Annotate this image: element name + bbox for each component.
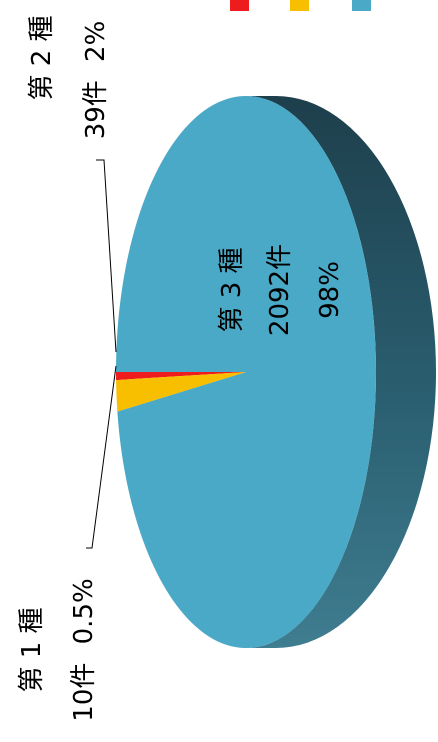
label-type-3-category: 第 3 種 (217, 247, 247, 332)
pie-slice-type-1 (116, 372, 246, 381)
label-type-1-count: 10件 (69, 663, 99, 722)
pie-slices (116, 95, 376, 648)
svg-text:39件 2%: 39件 2% (81, 21, 111, 140)
label-type-2-detail: 39件 2% (81, 21, 111, 140)
label-type-3-count-wrap: 2092件 (265, 244, 295, 336)
pie-slice-type-3 (116, 95, 376, 648)
label-type-2: 第 2 種 (27, 15, 57, 100)
label-type-1-detail: 10件 0.5% (69, 578, 99, 721)
pie-slice-type-2 (116, 372, 247, 412)
pie-side-depth (246, 96, 436, 648)
label-type-2-percent: 2% (81, 21, 111, 62)
legend (230, 0, 371, 11)
label-type-3-count: 2092件 (265, 244, 295, 336)
label-type-3-percent-wrap: 98% (315, 261, 345, 319)
legend-swatch-type-3 (352, 0, 371, 11)
label-type-3-percent: 98% (315, 261, 345, 319)
legend-swatch-type-1 (230, 0, 249, 11)
label-type-2-category: 第 2 種 (27, 15, 57, 100)
svg-text:10件 0.5%: 10件 0.5% (69, 578, 99, 721)
leader-line-type-2 (96, 159, 117, 353)
leader-lines (86, 159, 117, 549)
label-type-3: 第 3 種 (217, 247, 247, 332)
leader-line-type-1 (86, 365, 117, 549)
label-type-1-category: 第 1 種 (17, 607, 47, 692)
label-type-1-percent: 0.5% (69, 578, 99, 644)
label-type-1: 第 1 種 (17, 607, 47, 692)
label-type-2-count: 39件 (81, 80, 111, 139)
legend-swatch-type-2 (290, 0, 309, 11)
